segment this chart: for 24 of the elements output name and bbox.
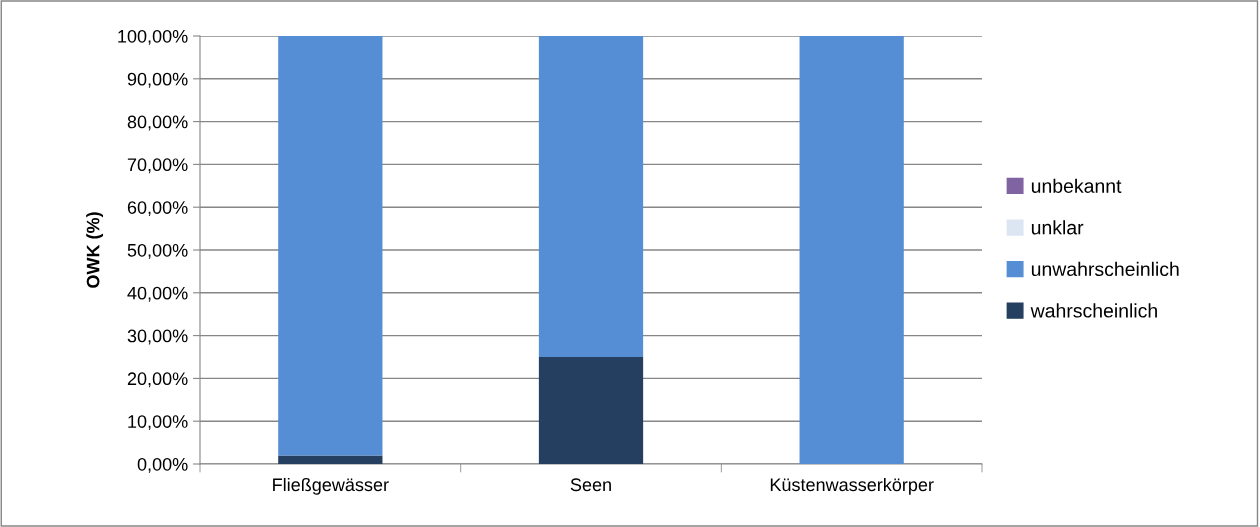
y-tick-label: 50,00%	[127, 243, 188, 259]
legend-label: unklar	[1031, 220, 1084, 235]
legend-label: unwahrscheinlich	[1031, 261, 1179, 277]
y-tick-label: 20,00%	[127, 372, 188, 388]
bar	[538, 357, 644, 464]
y-tick-label: 10,00%	[128, 415, 188, 431]
y-tick-label: 80,00%	[127, 115, 188, 131]
bar	[278, 36, 383, 456]
y-tick-label: 90,00%	[127, 72, 188, 88]
legend-label: unbekannt	[1031, 178, 1122, 193]
x-tick-label: Küstenwasserkörper	[770, 477, 934, 495]
y-tick-label: 40,00%	[127, 286, 188, 302]
y-tick-label: 60,00%	[127, 201, 188, 217]
y-tick-label: 0,00%	[137, 457, 188, 473]
bar	[799, 36, 904, 464]
y-axis-title: OWK (%)	[86, 212, 104, 288]
bar	[278, 455, 383, 464]
x-tick-label: Seen	[570, 478, 611, 492]
x-tick-label: Fließgewässer	[273, 477, 389, 495]
y-tick-label: 100,00%	[118, 29, 188, 45]
bar	[538, 36, 644, 357]
y-tick-label: 30,00%	[127, 329, 188, 345]
legend-label: wahrscheinlich	[1030, 303, 1157, 318]
y-tick-label: 70,00%	[127, 158, 188, 174]
